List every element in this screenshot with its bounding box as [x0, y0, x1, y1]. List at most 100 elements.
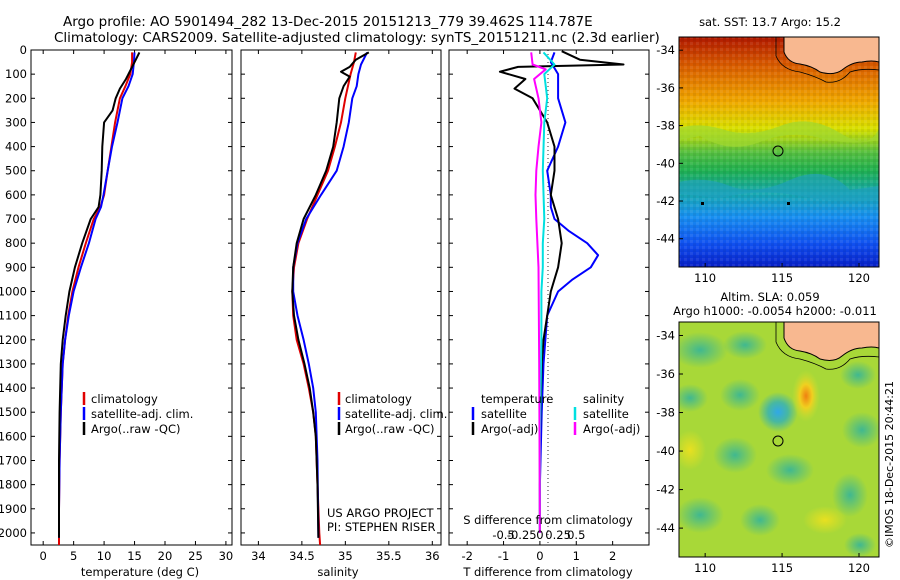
legend-climatology-label: climatology [91, 392, 158, 406]
sst-band-variation-2 [679, 173, 879, 202]
header-line-1: Argo profile: AO 5901494_282 13-Dec-2015… [63, 14, 593, 30]
sla-map-frame [678, 321, 880, 558]
depth-tick-label: 500 [5, 164, 27, 178]
lat-tick-label: -38 [656, 119, 675, 133]
pi-annotation: PI: STEPHEN RISER [327, 520, 436, 534]
x-tick-label: 0 [536, 549, 543, 563]
temperature-plot-frame [30, 49, 233, 546]
salinity-axis-ticks: 34 34.5 35 35.5 36 [241, 49, 441, 563]
sst-dot-1 [701, 202, 704, 205]
sla-feature [720, 379, 760, 411]
sla-feature [842, 412, 879, 448]
series-line [530, 52, 547, 533]
argo-float-marker [772, 435, 784, 447]
series-line [58, 52, 136, 538]
depth-axis-labels: 0 100 200 300 400 500 600 700 800 900 1000 1100 1200… [0, 43, 27, 540]
depth-tick-label: 600 [5, 188, 27, 202]
x2-tick-label: -0.25 [507, 528, 537, 542]
sst-longitude-ticks: 110 115 120 [694, 263, 870, 285]
argo-height-readout: Argo h1000: -0.0054 h2000: -0.011 [673, 304, 877, 318]
sst-map-frame [678, 36, 880, 268]
x-tick-label: 2 [609, 549, 616, 563]
series-line [58, 51, 141, 538]
header-line-2: Climatology: CARS2009. Satellite-adjuste… [54, 30, 660, 46]
sla-longitude-ticks: 110 115 120 [694, 553, 870, 575]
lon-tick-label: 115 [771, 561, 793, 575]
s-difference-tick-labels: -0.5-0.25 0 0.250.5 [492, 528, 585, 542]
x-tick-label: 25 [188, 549, 203, 563]
salinity-panel: 34 34.5 35 35.5 36 climatology satellite-adj… [240, 49, 447, 579]
depth-tick-label: 1000 [0, 284, 27, 298]
legend-s-argo-label: Argo(-adj) [583, 422, 640, 436]
sla-feature [840, 361, 876, 389]
depth-tick-label: 1100 [0, 309, 27, 323]
sst-latitude-ticks: -34 -36 -38 -40 -42 -44 [656, 43, 683, 246]
sla-feature [679, 430, 706, 470]
sla-feature [792, 370, 820, 422]
x-tick-label: 34 [251, 549, 266, 563]
x-tick-label: 36 [425, 549, 440, 563]
depth-tick-label: 1200 [0, 333, 27, 347]
depth-tick-label: 2000 [0, 526, 27, 540]
lon-tick-label: 115 [771, 271, 793, 285]
depth-tick-label: 1800 [0, 478, 27, 492]
difference-series [498, 50, 625, 533]
legend-satellite-label: satellite-adj. clim. [345, 407, 447, 421]
shelf-contour [775, 322, 879, 370]
x-tick-label: 35.5 [376, 549, 402, 563]
series-line [538, 51, 556, 533]
x2-tick-label: 0.5 [567, 528, 585, 542]
lat-tick-label: -44 [656, 232, 675, 246]
sla-feature [832, 473, 868, 517]
s-difference-axis-label: S difference from climatology [463, 513, 633, 527]
difference-axis-ticks: -2 -1 0 1 2 [449, 49, 649, 563]
temperature-panel: 0100200300400500600700800900100011001200… [0, 43, 233, 579]
lat-tick-label: -44 [656, 521, 675, 535]
x-tick-label: 0 [40, 549, 47, 563]
lat-tick-label: -40 [656, 156, 675, 170]
lon-tick-label: 110 [694, 561, 716, 575]
sst-map-title: sat. SST: 13.7 Argo: 15.2 [699, 15, 841, 29]
legend-satellite-label: satellite-adj. clim. [91, 407, 193, 421]
sla-latitude-ticks: -34 -36 -38 -40 -42 -44 [656, 328, 683, 535]
depth-tick-label: 1300 [0, 357, 27, 371]
salinity-plot-frame [240, 49, 442, 546]
sst-map-panel: sat. SST: 13.7 Argo: 15.2 -34 -36 -38 -40 -4… [656, 15, 880, 285]
shelf-contour [775, 37, 879, 83]
t-difference-axis-label: T difference from climatology [462, 565, 633, 579]
depth-tick-label: 400 [5, 140, 27, 154]
salinity-legend: climatology satellite-adj. clim. Argo(..… [337, 392, 447, 436]
lat-tick-label: -36 [656, 367, 675, 381]
depth-tick-label: 100 [5, 67, 27, 81]
depth-tick-label: 300 [5, 115, 27, 129]
sla-feature [679, 497, 724, 533]
argo-float-marker [772, 145, 784, 157]
legend-argo-label: Argo(..raw -QC) [345, 422, 435, 436]
lat-tick-label: -38 [656, 406, 675, 420]
lat-tick-label: -34 [656, 328, 675, 342]
sla-feature [844, 533, 876, 557]
depth-tick-label: 0 [20, 43, 27, 57]
sla-feature [803, 506, 847, 534]
lat-tick-label: -36 [656, 81, 675, 95]
temperature-series [58, 51, 141, 545]
depth-tick-label: 700 [5, 212, 27, 226]
series-line [292, 51, 368, 538]
depth-tick-label: 800 [5, 236, 27, 250]
project-annotation: US ARGO PROJECT [327, 506, 435, 520]
depth-tick-label: 1700 [0, 453, 27, 467]
sla-feature [766, 454, 814, 486]
legend-t-argo-label: Argo(-adj) [481, 422, 538, 436]
legend-salinity-title: salinity [583, 392, 624, 406]
sla-feature [758, 392, 798, 432]
lat-tick-label: -40 [656, 444, 675, 458]
sla-feature [713, 437, 757, 473]
x-tick-label: 1 [573, 549, 580, 563]
x2-tick-label: 0.25 [545, 528, 571, 542]
difference-panel: -2 -1 0 1 2 temperature satellite Argo(-adj)… [448, 49, 650, 579]
x-tick-label: -2 [461, 549, 472, 563]
x2-tick-label: 0 [536, 528, 543, 542]
sst-band-variation [679, 121, 879, 147]
lat-tick-label: -42 [656, 483, 675, 497]
